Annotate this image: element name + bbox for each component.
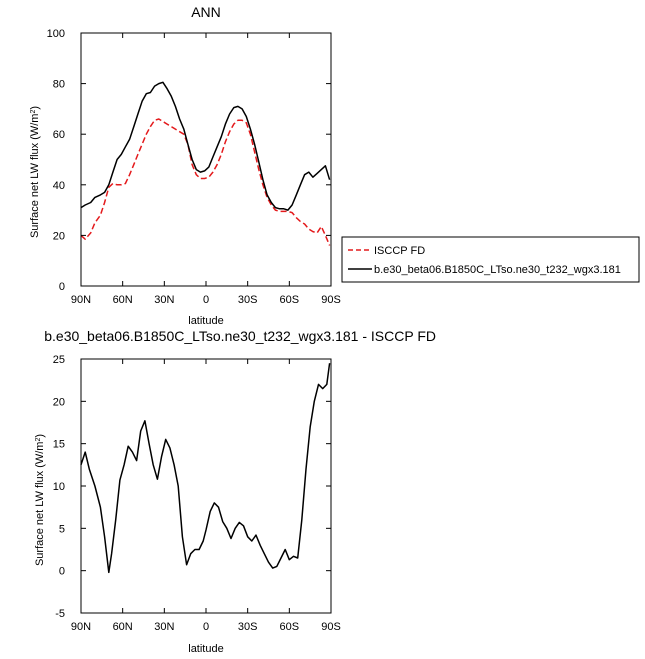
top-chart-y-tick-label: 20	[53, 230, 65, 242]
top-chart-y-tick-label: 0	[59, 281, 65, 293]
top-chart-x-axis-label: latitude	[188, 315, 223, 327]
top-chart-y-axis-label-superscript: 2	[30, 110, 37, 114]
bottom-chart-y-tick-label: 5	[59, 523, 65, 535]
bottom-chart-x-tick-label: 90S	[321, 621, 341, 633]
top-chart-x-tick-label: 90N	[71, 294, 91, 306]
top-chart-legend: ISCCP FD b.e30_beta06.B1850C_LTso.ne30_t…	[341, 236, 640, 283]
legend-label-model: b.e30_beta06.B1850C_LTso.ne30_t232_wgx3.…	[374, 264, 621, 276]
top-chart-y-tick-label: 60	[53, 129, 65, 141]
bottom-chart-y-axis-label-main: Surface net LW flux (W/m	[34, 442, 46, 567]
top-chart-y-axis-label-main: Surface net LW flux (W/m	[29, 114, 41, 239]
bottom-chart-y-tick-label: 15	[53, 439, 65, 451]
bottom-chart-x-tick-label: 60N	[113, 621, 133, 633]
top-chart-x-tick-label: 90S	[321, 294, 341, 306]
top-chart-x-tick-label: 30N	[154, 294, 174, 306]
bottom-chart-y-tick-label: 20	[53, 396, 65, 408]
bottom-chart-y-axis-label-end: )	[34, 434, 46, 438]
top-chart-series-group	[80, 81, 331, 246]
top-chart-y-tick-label: 40	[53, 180, 65, 192]
top-chart-title: ANN	[191, 4, 221, 20]
bottom-chart-y-tick-label: 25	[53, 354, 65, 366]
top-chart-y-axis-label-end: )	[29, 106, 41, 110]
legend-box	[341, 236, 640, 283]
bottom-chart-x-tick-label: 30N	[154, 621, 174, 633]
bottom-chart-ticks: 90N 60N 30N 0 30S 60S 90S -5 0 5 10 15 20 25	[53, 354, 341, 633]
top-chart-y-tick-label: 100	[47, 28, 65, 40]
bottom-chart-x-tick-label: 60S	[280, 621, 300, 633]
bottom-chart-y-axis-label: Surface net LW flux (W/m2)	[34, 434, 46, 566]
bottom-chart-plot-frame	[80, 358, 332, 614]
bottom-chart-x-axis-label: latitude	[188, 643, 223, 655]
bottom-chart: b.e30_beta06.B1850C_LTso.ne30_t232_wgx3.…	[34, 328, 436, 655]
bottom-chart-series-group	[80, 363, 331, 574]
top-chart-x-tick-label: 30S	[238, 294, 258, 306]
top-chart-series-line-0	[80, 118, 331, 246]
top-chart-y-tick-label: 80	[53, 79, 65, 91]
bottom-chart-x-tick-label: 30S	[238, 621, 258, 633]
top-chart-x-tick-label: 60N	[113, 294, 133, 306]
legend-label-isccp: ISCCP FD	[374, 245, 425, 257]
bottom-chart-y-axis-label-superscript: 2	[35, 438, 42, 442]
top-chart-x-tick-label: 60S	[280, 294, 300, 306]
top-chart-series-line-1	[80, 81, 331, 211]
bottom-chart-y-tick-label: 10	[53, 481, 65, 493]
top-chart-plot-frame	[80, 32, 332, 287]
bottom-chart-title: b.e30_beta06.B1850C_LTso.ne30_t232_wgx3.…	[44, 328, 436, 344]
top-chart-y-axis-label: Surface net LW flux (W/m2)	[29, 106, 41, 238]
bottom-chart-x-tick-label: 90N	[71, 621, 91, 633]
bottom-chart-y-tick-label: -5	[55, 608, 65, 620]
top-chart-ticks: 90N 60N 30N 0 30S 60S 90S 0 20 40 60 80 100	[47, 28, 341, 306]
bottom-chart-series-line-0	[80, 363, 331, 574]
top-chart-x-tick-label: 0	[203, 294, 209, 306]
bottom-chart-y-tick-label: 0	[59, 566, 65, 578]
top-chart: ANN 90N 60N 30N 0 30S 60S 90S 0 20 40 60 80 100 lati…	[29, 4, 640, 327]
bottom-chart-x-tick-label: 0	[203, 621, 209, 633]
